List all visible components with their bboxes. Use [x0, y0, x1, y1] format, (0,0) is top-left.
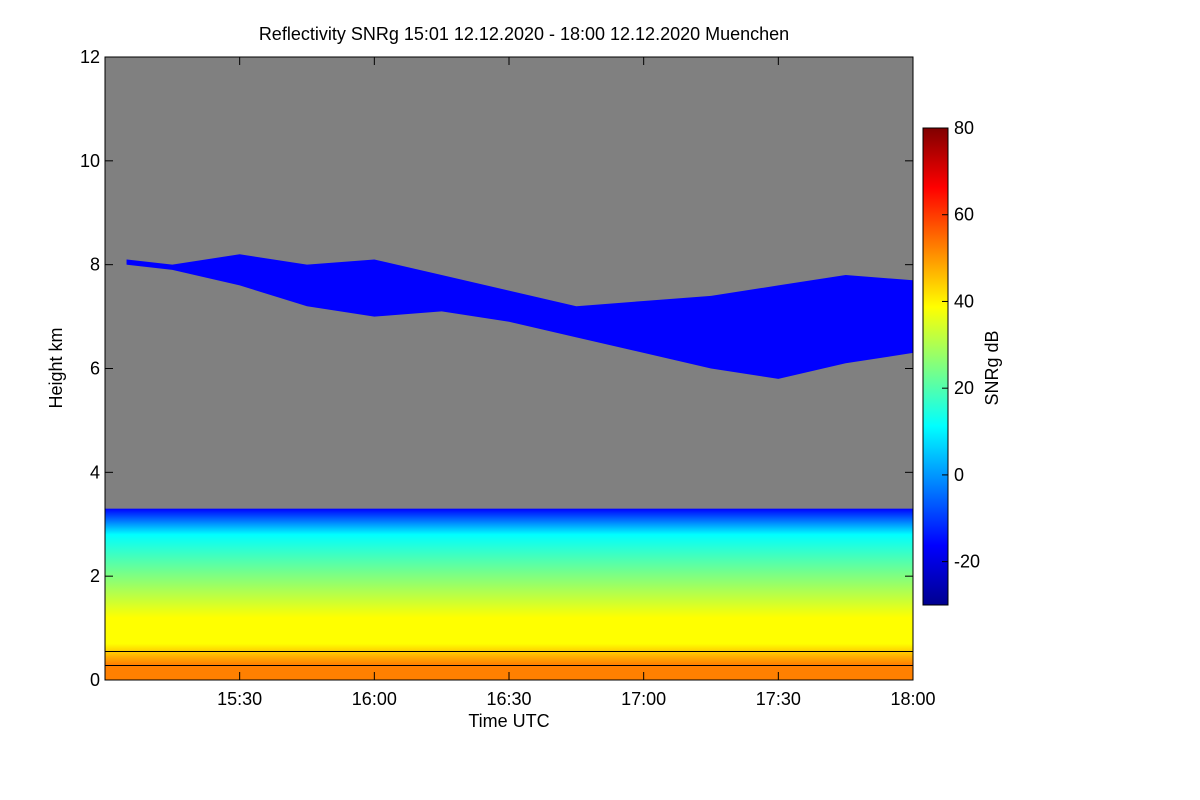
y-tick-label: 0	[90, 670, 100, 690]
chart-title: Reflectivity SNRg 15:01 12.12.2020 - 18:…	[259, 24, 789, 44]
colorbar-title: SNRg dB	[982, 330, 1002, 405]
colorbar-tick-label: 80	[954, 118, 974, 138]
x-axis: 15:30 16:00 16:30 17:00 17:30 18:00	[217, 57, 936, 709]
y-tick-label: 2	[90, 566, 100, 586]
x-tick-label: 17:30	[756, 689, 801, 709]
plot-area	[104, 56, 914, 681]
x-tick-label: 15:30	[217, 689, 262, 709]
y-axis: 0 2 4 6 8 10 12	[80, 47, 913, 690]
x-tick-label: 16:00	[352, 689, 397, 709]
colorbar-tick-label: -20	[954, 552, 980, 572]
x-tick-label: 16:30	[486, 689, 531, 709]
x-tick-label: 18:00	[890, 689, 935, 709]
upper-cloud-layer	[126, 254, 913, 379]
colorbar: -20 0 20 40 60 80 SNRg dB	[922, 118, 1002, 606]
y-tick-label: 10	[80, 151, 100, 171]
y-tick-label: 6	[90, 359, 100, 379]
colorbar-tick-label: 0	[954, 465, 964, 485]
lower-cloud-layer	[105, 508, 913, 680]
y-axis-title: Height km	[46, 327, 66, 408]
colorbar-scale	[922, 127, 949, 606]
y-tick-label: 4	[90, 462, 100, 482]
y-tick-label: 8	[90, 255, 100, 275]
x-tick-label: 17:00	[621, 689, 666, 709]
x-axis-title: Time UTC	[468, 711, 549, 731]
colorbar-tick-label: 60	[954, 205, 974, 225]
colorbar-tick-label: 20	[954, 378, 974, 398]
colorbar-tick-label: 40	[954, 291, 974, 311]
y-tick-label: 12	[80, 47, 100, 67]
